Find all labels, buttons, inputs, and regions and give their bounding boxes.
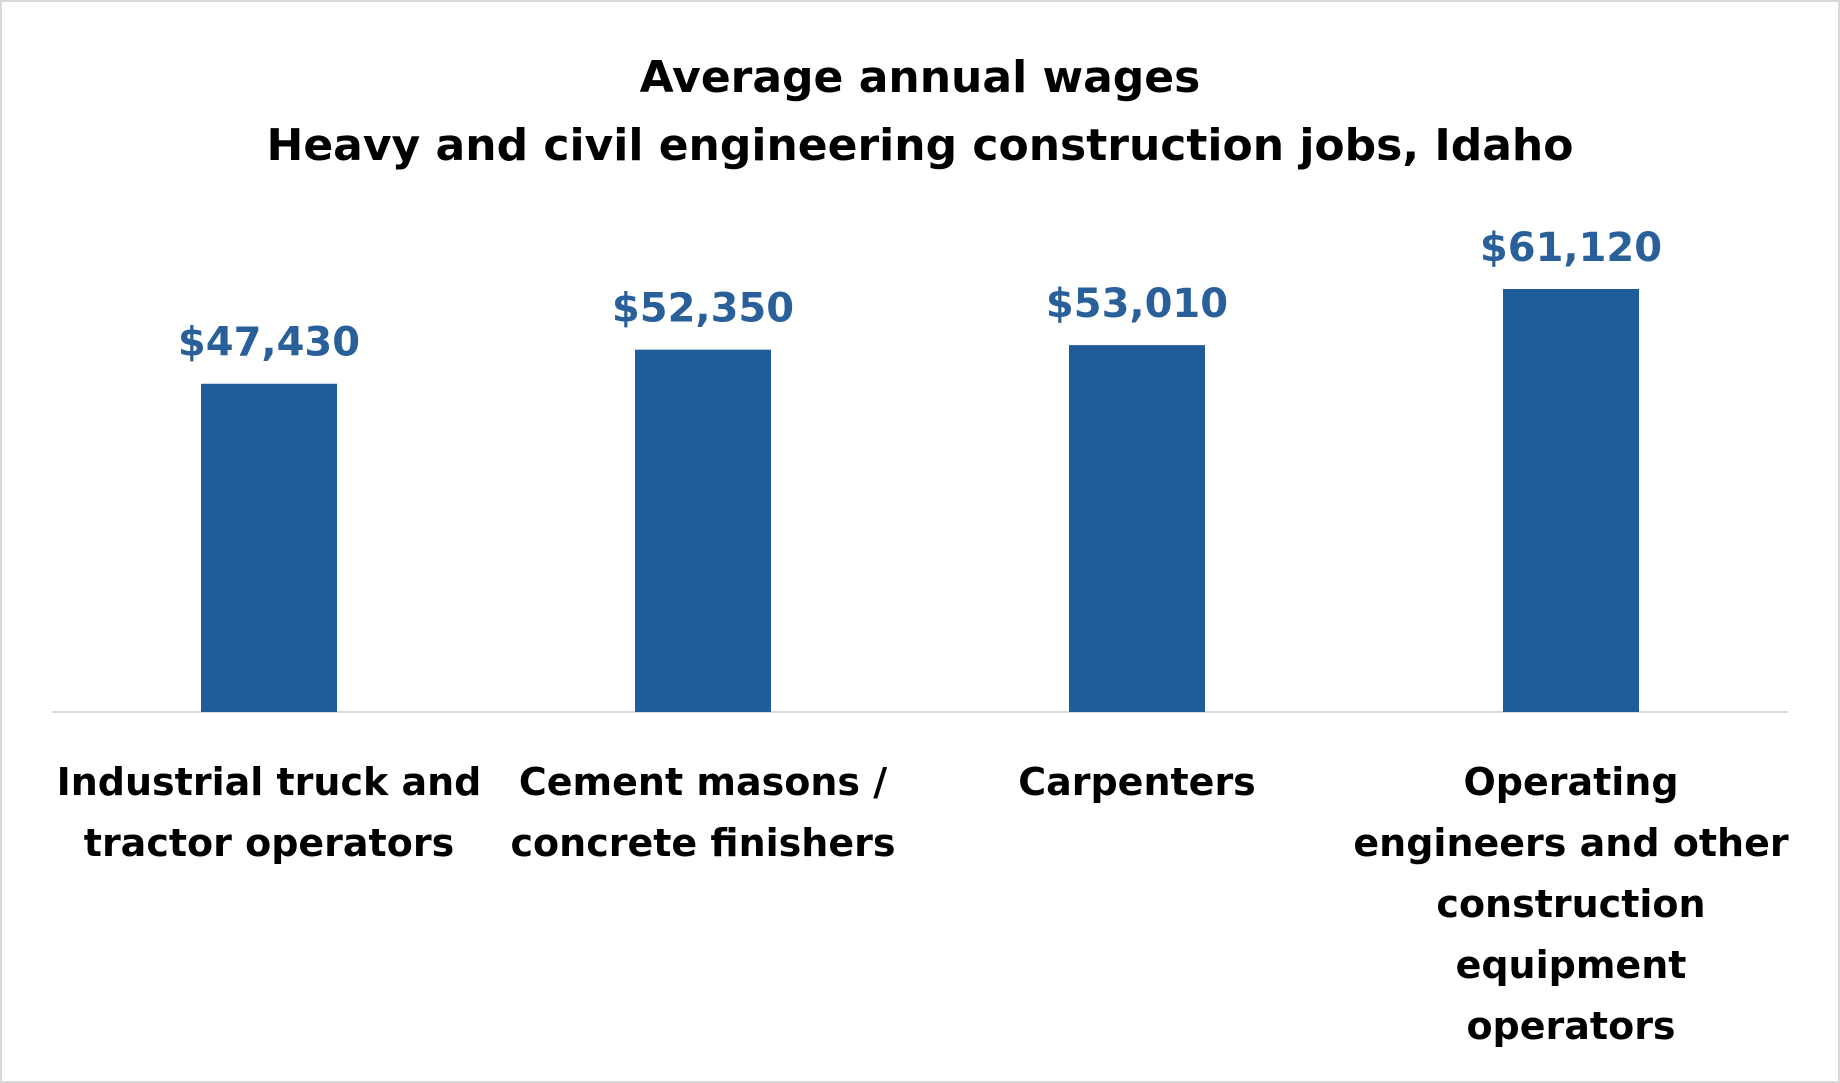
x-tick-label-line: construction [1436, 882, 1706, 926]
x-tick-label-line: concrete finishers [510, 821, 896, 865]
bar-1 [635, 349, 771, 712]
x-tick-label-1: Cement masons / concrete finishers [483, 752, 923, 874]
x-tick-label-line: equipment [1455, 943, 1687, 987]
x-tick-label-line: engineers and other [1353, 821, 1789, 865]
chart-subtitle: Heavy and civil engineering construction… [266, 120, 1574, 171]
x-tick-label-line: tractor operators [83, 821, 455, 865]
data-label-2: $53,010 [1046, 281, 1228, 327]
x-tick-label-2: Carpenters [917, 752, 1357, 813]
chart-title-block: Average annual wages Heavy and civil eng… [0, 44, 1840, 180]
data-label-1: $52,350 [612, 286, 794, 332]
x-tick-label-line: Operating [1463, 760, 1679, 804]
x-tick-label-3: Operating engineers and other construction… [1351, 752, 1791, 1057]
x-tick-label-line: Carpenters [1018, 760, 1256, 804]
x-tick-label-line: operators [1466, 1004, 1676, 1048]
chart-title: Average annual wages [639, 52, 1201, 103]
data-label-0: $47,430 [178, 320, 360, 366]
data-label-3: $61,120 [1480, 225, 1662, 271]
x-tick-label-line: Cement masons / [518, 760, 888, 804]
bar-2 [1069, 345, 1205, 712]
bar-3 [1503, 289, 1639, 712]
x-axis-labels: Industrial truck and tractor operators Cem… [0, 752, 1840, 1072]
x-tick-label-0: Industrial truck and tractor operators [49, 752, 489, 874]
bar-0 [201, 383, 337, 712]
x-tick-label-line: Industrial truck and [56, 760, 482, 804]
